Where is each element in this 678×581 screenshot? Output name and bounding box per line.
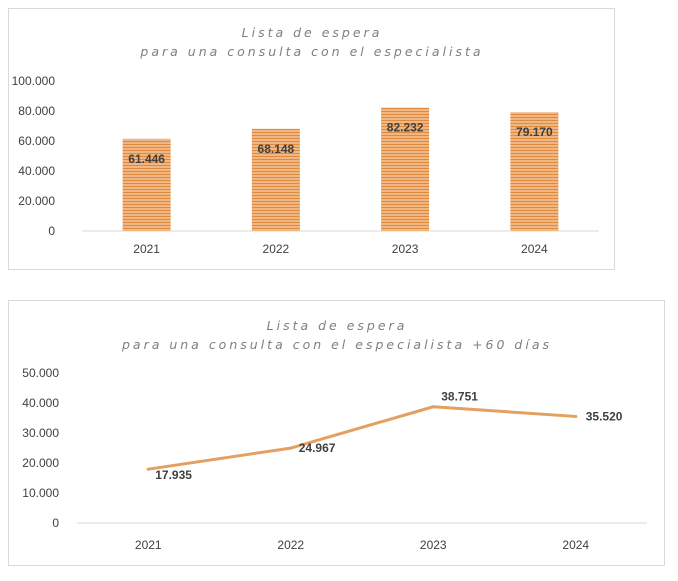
y-tick-label: 30.000 — [22, 426, 59, 440]
y-tick-label: 40.000 — [18, 164, 55, 178]
chart-title-line-2: para una consulta con el especialista — [139, 44, 483, 59]
bar-value-label: 68.148 — [258, 142, 295, 156]
bar — [381, 107, 430, 231]
y-tick-label: 50.000 — [22, 366, 59, 380]
x-tick-label: 2022 — [277, 538, 304, 552]
y-tick-label: 10.000 — [22, 486, 59, 500]
line-chart-plot: 0 10.000 20.000 30.000 40.000 50.000 17.935 202… — [22, 366, 647, 552]
y-tick-label: 0 — [52, 516, 59, 530]
bar-value-label: 61.446 — [128, 152, 165, 166]
line-chart: Lista de espera para una consulta con el… — [22, 318, 647, 552]
data-point — [574, 414, 578, 418]
x-tick-label: 2021 — [135, 538, 162, 552]
x-tick-label: 2022 — [263, 242, 290, 256]
data-point — [289, 446, 293, 450]
y-tick-label: 100.000 — [12, 74, 56, 88]
x-tick-label: 2024 — [562, 538, 589, 552]
bar-chart: Lista de espera para una consulta con el… — [12, 25, 599, 256]
x-tick-label: 2023 — [392, 242, 419, 256]
y-tick-label: 40.000 — [22, 396, 59, 410]
bar-chart-plot: 0 20.000 40.000 60.000 80.000 100.000 61.446 20… — [12, 74, 599, 256]
point-value-label: 35.520 — [586, 409, 623, 423]
bar — [122, 138, 171, 231]
line-chart-panel: Lista de espera para una consulta con el… — [8, 300, 665, 566]
bar-value-label: 79.170 — [516, 125, 553, 139]
data-point — [146, 467, 150, 471]
series-line — [146, 405, 578, 471]
x-tick-label: 2024 — [521, 242, 548, 256]
x-tick-label: 2021 — [133, 242, 160, 256]
bar — [510, 112, 559, 231]
bar-value-label: 82.232 — [387, 121, 424, 135]
bar — [251, 128, 300, 231]
x-tick-label: 2023 — [420, 538, 447, 552]
chart-title-line-2: para una consulta con el especialista +6… — [121, 337, 552, 352]
y-tick-label: 0 — [48, 224, 55, 238]
y-tick-label: 60.000 — [18, 134, 55, 148]
bar-chart-panel: Lista de espera para una consulta con el… — [8, 8, 615, 270]
chart-title-line-1: Lista de espera — [267, 318, 408, 333]
y-tick-label: 20.000 — [22, 456, 59, 470]
point-value-label: 38.751 — [441, 390, 478, 404]
point-value-label: 24.967 — [299, 441, 336, 455]
data-point — [431, 405, 435, 409]
point-value-label: 17.935 — [155, 468, 192, 482]
y-tick-label: 80.000 — [18, 104, 55, 118]
y-tick-label: 20.000 — [18, 194, 55, 208]
chart-title-line-1: Lista de espera — [242, 25, 383, 40]
